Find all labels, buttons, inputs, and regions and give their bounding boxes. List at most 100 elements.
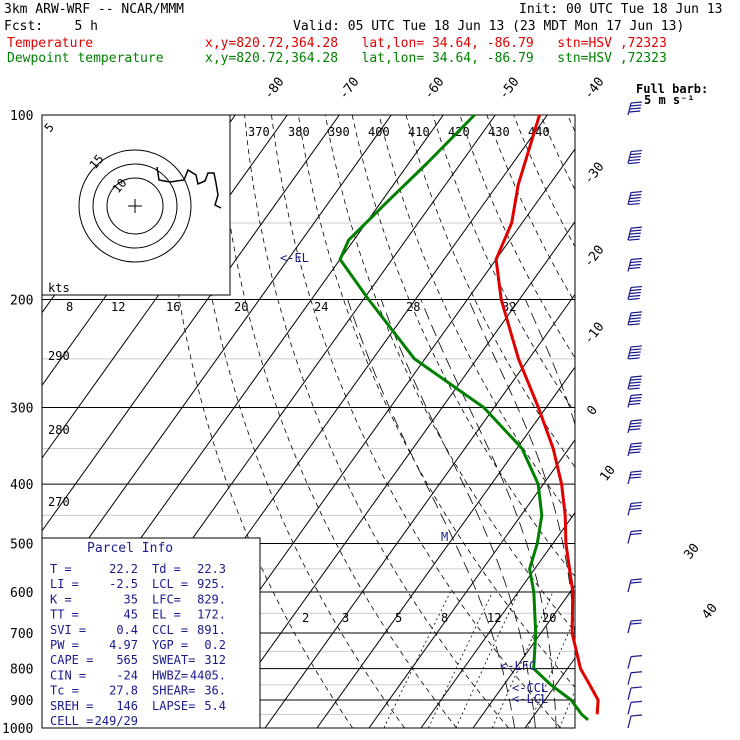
isotherm-line xyxy=(42,115,340,532)
dry-adiabat xyxy=(486,115,575,304)
wind-barbs xyxy=(627,101,643,729)
dewpoint-location: x,y=820.72,364.28 lat,lon= 34.64, -86.79… xyxy=(205,51,667,66)
wind-barb-staff xyxy=(627,715,632,729)
parcel-param-name: LFC= xyxy=(152,592,181,606)
isotherm-line xyxy=(472,584,575,728)
isotherm-line xyxy=(681,115,740,728)
wind-barb-staff xyxy=(627,395,632,408)
parcel-param-value: 925. xyxy=(197,577,226,591)
pressure-label: 900 xyxy=(10,694,33,709)
wind-barb-flag xyxy=(630,226,643,229)
mixing-ratio-line xyxy=(455,591,519,728)
pressure-label: 1000 xyxy=(2,722,33,737)
isotherm-label: -80 xyxy=(261,75,287,103)
mixing-ratio-label: 8 xyxy=(441,611,448,625)
pressure-label: 500 xyxy=(10,537,33,552)
dry-adiabat xyxy=(702,115,740,728)
wind-barb-flag xyxy=(629,381,641,384)
wind-barb-flag xyxy=(630,260,642,264)
wind-barb-staff xyxy=(627,312,632,326)
wind-barb-flag xyxy=(630,288,642,292)
isotherm-label: 10 xyxy=(597,463,618,485)
dry-adiabat xyxy=(675,115,740,728)
wind-barb-staff xyxy=(627,151,632,164)
wind-barb-flag xyxy=(630,529,643,533)
mixing-ratio-line xyxy=(559,689,575,728)
wind-barb-flag xyxy=(629,235,641,238)
parcel-param-value: 891. xyxy=(197,623,226,637)
wind-barb-flag xyxy=(630,311,643,314)
wind-barb-flag xyxy=(630,671,643,674)
pressure-label: 400 xyxy=(10,478,33,493)
isotherm-label: -50 xyxy=(496,75,522,103)
wind-barb-flag xyxy=(630,104,642,107)
wind-barb-staff xyxy=(627,656,632,669)
wind-barb-staff xyxy=(627,259,632,272)
wind-barb-flag xyxy=(629,232,641,235)
wind-barb-flag xyxy=(630,578,643,581)
moist-adiabat xyxy=(468,299,575,645)
wind-barb-flag xyxy=(630,442,643,445)
parcel-param-name: Td = xyxy=(152,562,181,576)
parcel-info-title: Parcel Info xyxy=(87,541,173,556)
wind-barb-flag xyxy=(628,161,640,165)
wind-barb-flag xyxy=(630,229,642,232)
wind-barb-flag xyxy=(628,387,640,390)
moist-adiabat xyxy=(347,299,515,728)
parcel-param-value: 22.2 xyxy=(109,562,138,576)
wind-barb-flag xyxy=(630,375,643,378)
wind-barb-staff xyxy=(627,503,632,516)
dry-adiabat xyxy=(324,115,575,633)
wind-barb-flag xyxy=(629,428,641,431)
dry-adiabat xyxy=(432,115,575,414)
ccl-marker: <-CCL xyxy=(512,681,548,695)
wind-barb-flag xyxy=(629,320,641,323)
parcel-param-name: Tc = xyxy=(50,684,79,698)
isotherm-line xyxy=(264,293,575,728)
wind-barb-flag xyxy=(630,193,642,197)
init-time: Init: 00 UTC Tue 18 Jun 13 xyxy=(519,2,723,17)
parcel-param-value: 22.3 xyxy=(197,562,226,576)
isotherm-label: 0 xyxy=(584,403,601,418)
mixing-ratio-line xyxy=(602,592,656,728)
parcel-info-panel xyxy=(41,537,261,729)
wind-barb-flag xyxy=(629,476,641,479)
wind-barb-flag xyxy=(628,297,640,301)
parcel-param-name: YGP = xyxy=(152,638,188,652)
parcel-param-name: CCL = xyxy=(152,623,188,637)
dry-adiabat xyxy=(595,115,740,728)
hodograph-box xyxy=(41,114,231,296)
wind-barb-staff xyxy=(627,687,632,701)
wind-barb-flag xyxy=(629,155,641,159)
hodograph-ring xyxy=(92,163,178,249)
isotherm-line xyxy=(42,115,392,605)
isotherm-line xyxy=(316,366,575,728)
wind-barb-flag xyxy=(630,504,642,508)
theta-label: 390 xyxy=(328,125,350,139)
dry-adiabat xyxy=(244,115,509,728)
parcel-param-value: 4405. xyxy=(190,668,226,682)
wind-barb-flag xyxy=(629,425,641,428)
moist-adiabat xyxy=(639,300,667,729)
mean-marker: M xyxy=(441,530,448,544)
temperature-location: x,y=820.72,364.28 lat,lon= 34.64, -86.79… xyxy=(205,36,667,51)
dry-adiabat xyxy=(271,115,561,728)
parcel-param-value: 146 xyxy=(116,699,138,713)
valid-time: Valid: 05 UTC Tue 18 Jun 13 (23 MDT Mon … xyxy=(293,19,685,34)
wind-barb-flag xyxy=(630,422,642,425)
wind-barb-flag xyxy=(630,686,643,689)
wind-barb-flag xyxy=(629,402,641,406)
parcel-param-value: 35 xyxy=(124,592,138,606)
pressure-label: 600 xyxy=(10,586,33,601)
wind-barb-staff xyxy=(627,702,632,715)
hodograph-trace xyxy=(156,166,222,209)
wind-barb-flag xyxy=(629,451,641,454)
parcel-param-value: 0.4 xyxy=(116,623,138,637)
barb-legend-unit: 5 m s⁻¹ xyxy=(644,93,695,107)
wind-barb-flag xyxy=(630,532,642,536)
wind-barb-flag xyxy=(630,473,642,476)
diagram-frame xyxy=(41,114,576,729)
isotherm-label: -60 xyxy=(421,75,447,103)
parcel-param-name: PW = xyxy=(50,638,79,652)
